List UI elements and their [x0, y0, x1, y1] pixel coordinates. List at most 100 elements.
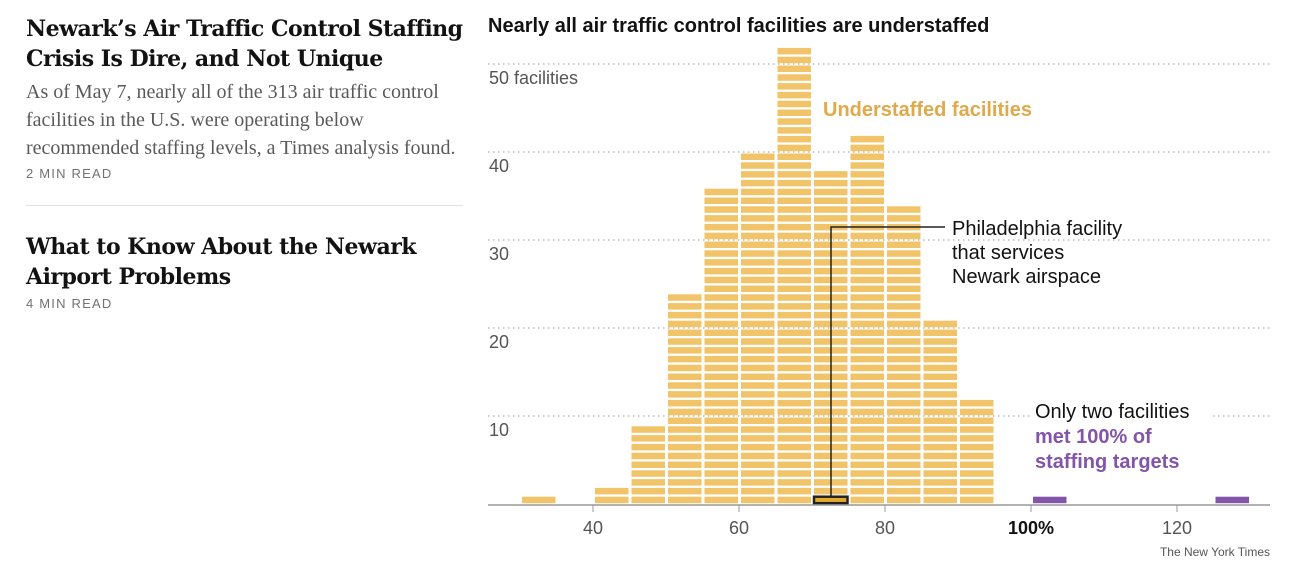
facility-segment [923, 452, 957, 460]
facility-segment [1033, 496, 1067, 504]
facility-segment [777, 188, 811, 196]
facility-segment [704, 215, 738, 222]
facility-segment [777, 118, 811, 125]
facility-segment [741, 188, 775, 196]
facility-segment [777, 144, 811, 152]
facility-segment [960, 470, 994, 477]
facility-segment [887, 373, 921, 380]
facility-segment [631, 479, 665, 486]
read-time: 2 MIN READ [26, 166, 113, 181]
facility-segment [741, 479, 775, 486]
x-tick-label: 80 [875, 518, 895, 538]
facility-segment [741, 294, 775, 301]
article-item[interactable]: What to Know About the Newark Airport Pr… [26, 232, 463, 311]
facility-segment [923, 417, 957, 424]
facility-segment [923, 399, 957, 407]
facility-segment [850, 179, 884, 187]
facility-segment [777, 276, 811, 284]
article-title[interactable]: Newark’s Air Traffic Control Staffing Cr… [26, 16, 463, 72]
facility-segment [668, 479, 702, 486]
facility-segment [668, 487, 702, 495]
bar-60 [741, 153, 775, 504]
facility-segment [887, 435, 921, 442]
facility-segment [850, 347, 884, 354]
facility-segment [741, 162, 775, 169]
facility-segment [741, 303, 775, 310]
facility-segment [777, 391, 811, 398]
facility-segment [741, 267, 775, 275]
facility-segment [887, 329, 921, 336]
facility-segment [704, 487, 738, 495]
facility-segment [887, 303, 921, 310]
facility-segment [777, 56, 811, 64]
facility-segment [850, 241, 884, 248]
facility-segment [704, 320, 738, 328]
facility-segment [923, 382, 957, 389]
y-tick-label: 10 [489, 420, 509, 440]
facility-segment [923, 461, 957, 468]
facility-segment [777, 452, 811, 460]
facility-segment [960, 443, 994, 451]
facility-segment [741, 426, 775, 433]
facility-segment [960, 435, 994, 442]
facility-segment [741, 329, 775, 336]
facility-segment [850, 171, 884, 178]
facility-segment [850, 232, 884, 240]
met-label-3: staffing targets [1035, 451, 1179, 473]
facility-segment [704, 426, 738, 433]
facility-segment [923, 320, 957, 328]
facility-segment [704, 259, 738, 266]
facility-segment [887, 320, 921, 328]
facility-segment [923, 355, 957, 363]
facility-segment [923, 347, 957, 354]
facility-segment [923, 426, 957, 433]
facility-segment [704, 250, 738, 257]
facility-segment [668, 496, 702, 504]
facility-segment [741, 223, 775, 231]
bar-45 [631, 426, 665, 504]
facility-segment [777, 250, 811, 257]
facility-segment [850, 250, 884, 257]
facility-segment [960, 399, 994, 407]
facility-segment [814, 215, 848, 222]
facility-segment [777, 162, 811, 169]
bar-40 [595, 487, 629, 504]
facility-segment [850, 144, 884, 152]
facility-segment [960, 452, 994, 460]
bar-30 [522, 496, 556, 504]
facility-segment [741, 241, 775, 248]
facility-segment [668, 435, 702, 442]
bar-100 [1033, 496, 1067, 504]
facility-segment [850, 382, 884, 389]
facility-segment [887, 391, 921, 398]
facility-segment [887, 276, 921, 284]
facility-segment [741, 153, 775, 160]
facility-segment [741, 435, 775, 442]
facility-segment [960, 487, 994, 495]
read-time: 4 MIN READ [26, 296, 113, 311]
philadelphia-label-2: that services [952, 242, 1064, 264]
chart-title: Nearly all air traffic control facilitie… [488, 15, 989, 37]
x-tick-label: 120 [1162, 518, 1192, 538]
facility-segment [887, 479, 921, 486]
facility-segment [777, 65, 811, 72]
facility-segment [704, 435, 738, 442]
facility-segment [777, 408, 811, 416]
facility-segment [741, 197, 775, 204]
facility-segment [704, 496, 738, 504]
facility-segment [631, 443, 665, 451]
facility-segment [741, 276, 775, 284]
facility-segment [923, 364, 957, 372]
facility-segment [668, 391, 702, 398]
facility-segment [741, 171, 775, 178]
callout-line [830, 226, 945, 497]
facility-segment [668, 461, 702, 468]
facility-segment [814, 197, 848, 204]
facility-segment [777, 74, 811, 81]
facility-segment [668, 417, 702, 424]
facility-segment [960, 408, 994, 416]
article-title[interactable]: What to Know About the Newark Airport Pr… [26, 234, 417, 290]
article-item[interactable]: Newark’s Air Traffic Control Staffing Cr… [26, 14, 463, 181]
source-credit: The New York Times [1160, 545, 1270, 559]
